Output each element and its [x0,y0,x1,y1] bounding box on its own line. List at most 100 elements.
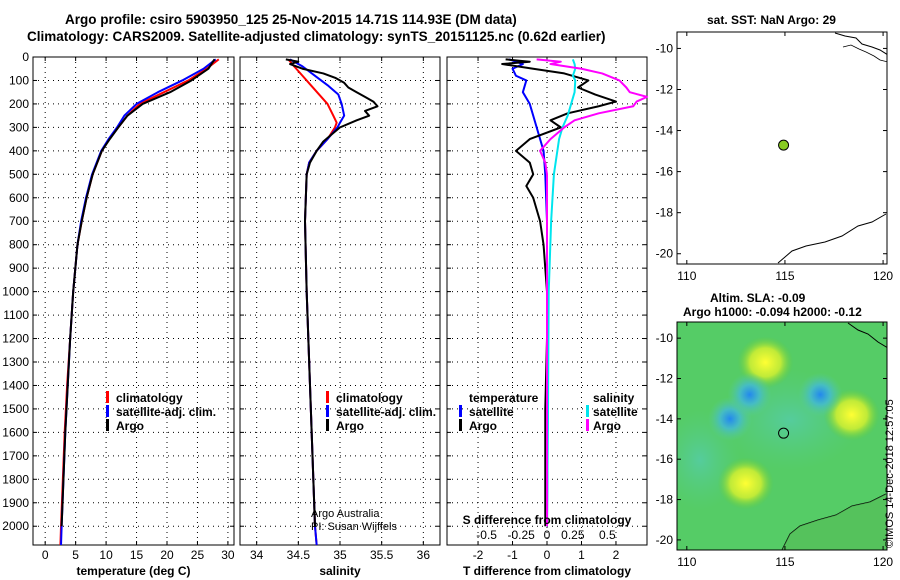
coastline-sumba [842,44,887,63]
legend-label-argo: Argo [336,419,364,433]
depth-tick-label: 1000 [2,285,29,299]
sla-blob-high [717,457,774,510]
depth-axis: 0 100 200 300 400 500 600 700 800 900 1000 1100 1200… [2,50,29,533]
difference-xlabel-salinity: S difference from climatology [463,513,632,527]
difference-xlabel: T difference from climatology [463,564,631,578]
temperature-xtick-label: 25 [191,548,205,562]
map-ytick-label: -20 [656,533,674,547]
legend-label-climatology: climatology [116,391,183,405]
map-xtick-label: 110 [677,555,696,569]
map-ytick-label: -12 [656,82,674,96]
map-ytick-label: -16 [656,452,674,466]
difference-panel: -2 -1 0 1 2 T difference from climatology S di… [446,56,648,578]
legend-swatch-t-satellite [459,405,462,417]
salinity-xlabel: salinity [319,564,361,578]
depth-tick-label: 0 [22,50,29,64]
depth-tick-label: 2000 [2,519,29,533]
depth-tick-label: 1600 [2,425,29,439]
title-line-1: Argo profile: csiro 5903950_125 25-Nov-2… [65,12,517,27]
land-mask [782,494,887,550]
depth-tick-label: 1200 [2,332,29,346]
legend-label-t-argo: Argo [469,419,497,433]
legend-label-satellite: satellite-adj. clim. [116,405,216,419]
coastline-java [847,322,887,348]
credit-line-2: PI: Susan Wijffels [311,521,397,533]
temperature-xtick-label: 15 [130,548,144,562]
profile-location-marker [778,139,790,151]
temperature-xtick-label: 20 [160,548,174,562]
difference-series-salinity-satellite [546,59,577,527]
depth-tick-label: 300 [9,120,29,134]
difference-s-tick-label: -0.25 [507,528,535,542]
salinity-series-argo [285,58,379,527]
salinity-xtick-label: 34 [250,548,264,562]
map-xtick-label: 120 [873,269,893,283]
sst-map-panel: sat. SST: NaN Argo: 29 -10 -12 -14 -16 -18 -2… [656,13,894,283]
salinity-panel: 34 34.5 35 35.5 36 salinity [239,56,441,578]
legend-swatch-t-argo [459,419,462,431]
sla-blob-low [798,372,843,417]
profile-location-marker [778,427,790,439]
legend-label-t-satellite: satellite [469,405,514,419]
title-line-2: Climatology: CARS2009. Satellite-adjuste… [27,29,605,44]
coastline-java [834,32,887,55]
temperature-panel: 0 5 10 15 20 25 30 temperature (deg C) [32,56,235,578]
credit-line-1: Argo Australia [311,508,380,520]
sla-map-subtitle: Argo h1000: -0.094 h2000: -0.12 [683,305,862,319]
difference-legend: temperature satellite Argo salinity sate… [459,391,638,433]
sst-map-title: sat. SST: NaN Argo: 29 [707,13,836,27]
legend-swatch-climatology [326,391,329,403]
salinity-xtick-label: 34.5 [287,548,311,562]
map-ytick-label: -10 [656,331,674,345]
map-xtick-label: 110 [677,269,696,283]
credit-footer: ©IMOS 14-Dec-2018 12:57:05 [884,399,896,548]
depth-tick-label: 1500 [2,402,29,416]
map-ytick-label: -16 [656,165,674,179]
difference-s-tick-label: 0 [544,528,551,542]
depth-tick-label: 800 [9,238,29,252]
legend-title-salinity: salinity [593,391,635,405]
depth-tick-label: 200 [9,97,29,111]
legend-swatch-argo [326,419,329,431]
depth-tick-label: 100 [9,73,29,87]
depth-tick-label: 1800 [2,472,29,486]
map-xtick-label: 115 [775,555,794,569]
salinity-xtick-label: 36 [417,548,431,562]
map-ytick-label: -14 [656,412,674,426]
temperature-series-argo [60,58,216,527]
sla-map-frame [676,321,888,551]
legend-swatch-satellite [106,405,109,417]
salinity-xtick-label: 35 [333,548,347,562]
difference-xtick-label: 1 [578,548,585,562]
coastline-australia [777,213,887,264]
legend-swatch-s-satellite [586,405,589,417]
sla-map-title: Altim. SLA: -0.09 [710,291,806,305]
legend-title-temperature: temperature [469,391,539,405]
difference-xtick-label: -2 [473,548,484,562]
temperature-xtick-label: 10 [99,548,113,562]
sla-blob-low [727,372,772,417]
sla-map-panel: Altim. SLA: -0.09 Argo h1000: -0.094 h20… [656,291,894,569]
salinity-frame [239,56,441,546]
depth-tick-label: 1900 [2,496,29,510]
temperature-frame [32,56,235,546]
difference-s-tick-label: 0.5 [599,528,616,542]
temperature-legend: climatology satellite-adj. clim. Argo [106,391,216,433]
temperature-xtick-label: 30 [221,548,235,562]
legend-swatch-climatology [106,391,109,403]
legend-label-s-argo: Argo [593,419,621,433]
map-xtick-label: 115 [775,269,794,283]
difference-series-salinity-argo [536,58,648,527]
map-ytick-label: -10 [656,41,674,55]
depth-tick-label: 500 [9,167,29,181]
map-ytick-label: -14 [656,124,674,138]
legend-label-argo: Argo [116,419,144,433]
temperature-xtick-label: 0 [42,548,49,562]
legend-swatch-s-argo [586,419,589,431]
difference-s-tick-label: 0.25 [561,528,585,542]
difference-xtick-label: 2 [613,548,620,562]
depth-tick-label: 1300 [2,355,29,369]
legend-swatch-satellite [326,405,329,417]
depth-tick-label: 1400 [2,378,29,392]
